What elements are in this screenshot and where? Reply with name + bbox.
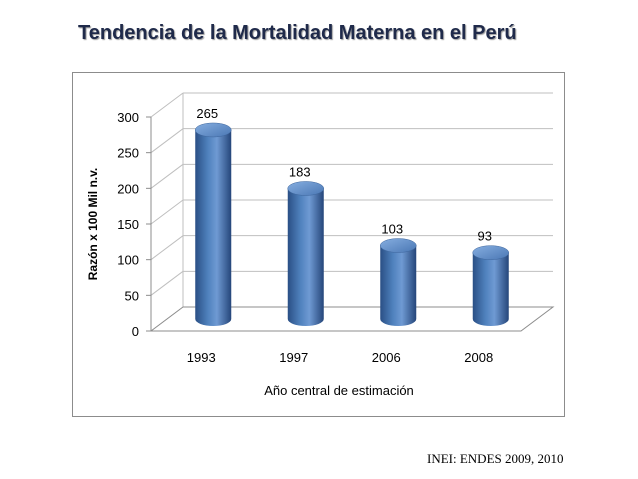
- bar-body: [380, 245, 417, 327]
- data-label: 183: [289, 164, 311, 179]
- bar-layer: [195, 122, 509, 327]
- bar-body: [287, 188, 324, 327]
- x-axis-title: Año central de estimación: [264, 383, 414, 398]
- bar-body: [195, 129, 232, 327]
- y-tick-label: 50: [125, 288, 139, 303]
- y-tick-label: 300: [117, 110, 139, 125]
- axis-layer: [146, 93, 555, 332]
- data-label: 103: [381, 222, 403, 237]
- floor: [149, 306, 555, 332]
- grid-layer: [150, 92, 553, 296]
- x-tick-label: 2006: [372, 350, 401, 365]
- y-axis-title: Razón x 100 Mil n.v.: [86, 168, 100, 280]
- bar-cap: [380, 238, 417, 253]
- bar-body: [472, 252, 509, 327]
- label-layer: 0 50 100 150 200 250 300 265 1993 183 1997 103 2006 9…: [86, 106, 493, 398]
- bar-cap: [472, 245, 509, 260]
- chart-area: 0 50 100 150 200 250 300 265 1993 183 1997 103 2006 9…: [72, 72, 565, 417]
- bar: [195, 122, 232, 327]
- y-tick-label: 150: [117, 217, 139, 232]
- bar-cap: [287, 181, 324, 196]
- x-tick-label: 2008: [464, 350, 493, 365]
- gridline-diagonal: [150, 235, 184, 261]
- gridline-diagonal: [150, 163, 184, 189]
- data-label: 265: [196, 106, 218, 121]
- bar: [472, 245, 509, 327]
- gridline-diagonal: [150, 199, 184, 225]
- chart-title: Tendencia de la Mortalidad Materna en el…: [78, 22, 517, 44]
- y-tick-label: 0: [132, 324, 139, 339]
- bar-chart: 0 50 100 150 200 250 300 265 1993 183 1997 103 2006 9…: [86, 92, 555, 398]
- bar: [287, 181, 324, 327]
- x-tick-label: 1997: [279, 350, 308, 365]
- data-label: 93: [478, 229, 492, 244]
- gridline-diagonal: [150, 128, 184, 154]
- gridline-diagonal: [150, 270, 184, 296]
- y-tick-label: 200: [117, 181, 139, 196]
- y-tick-label: 250: [117, 146, 139, 161]
- bar: [380, 238, 417, 327]
- y-tick-label: 100: [117, 253, 139, 268]
- bar-cap: [195, 122, 232, 138]
- x-tick-label: 1993: [187, 350, 216, 365]
- source-note: INEI: ENDES 2009, 2010: [427, 451, 564, 466]
- gridline-diagonal: [150, 92, 184, 118]
